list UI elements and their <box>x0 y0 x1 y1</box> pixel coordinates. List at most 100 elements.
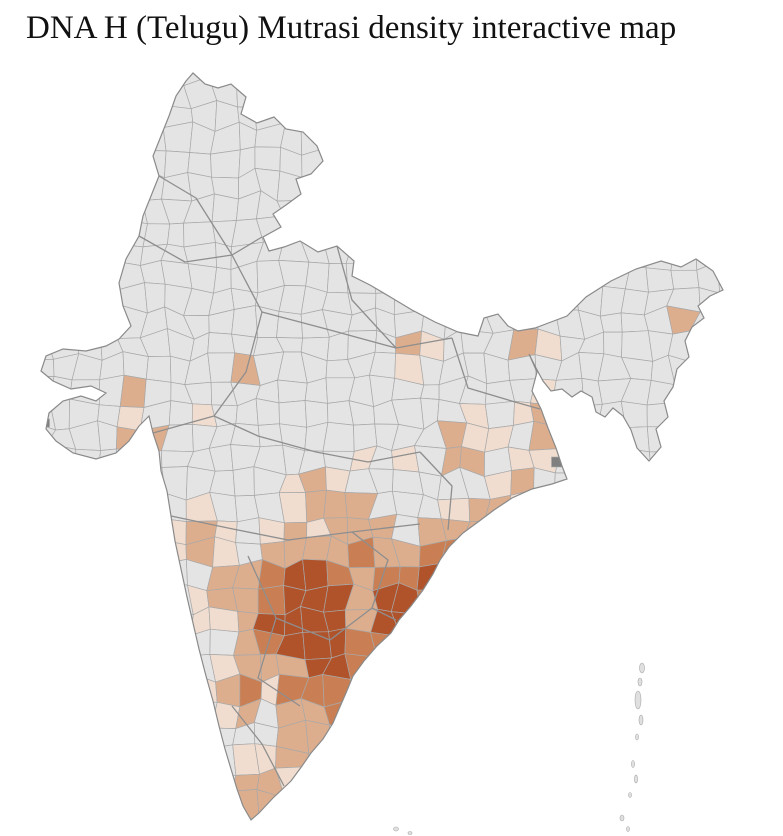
district-cell[interactable] <box>345 262 377 294</box>
district-cell[interactable] <box>575 191 606 225</box>
district-cell[interactable] <box>255 398 280 426</box>
district-cell[interactable] <box>484 517 514 537</box>
district-cell[interactable] <box>190 792 214 822</box>
district-cell[interactable] <box>484 213 512 246</box>
district-cell[interactable] <box>117 469 146 501</box>
district-cell[interactable] <box>551 405 585 429</box>
district-cell[interactable] <box>599 490 628 524</box>
district-cell[interactable] <box>528 560 558 586</box>
district-cell[interactable] <box>531 767 563 797</box>
district-cell[interactable] <box>254 146 281 172</box>
district-cell[interactable] <box>718 374 745 409</box>
district-cell[interactable] <box>23 336 54 361</box>
district-cell[interactable] <box>75 448 101 475</box>
district-cell[interactable] <box>579 605 606 634</box>
district-cell[interactable] <box>47 265 79 292</box>
district-cell[interactable] <box>648 791 671 820</box>
district-cell[interactable] <box>305 489 327 523</box>
district-cell[interactable] <box>419 795 443 821</box>
district-cell[interactable] <box>691 771 717 800</box>
district-cell[interactable] <box>47 790 79 820</box>
district-cell[interactable] <box>531 675 553 707</box>
district-cell[interactable] <box>531 262 559 291</box>
district-cell[interactable] <box>99 812 120 836</box>
district-cell[interactable] <box>322 421 355 452</box>
district-cell[interactable] <box>720 101 741 130</box>
district-cell[interactable] <box>305 719 331 754</box>
district-cell[interactable] <box>139 702 172 727</box>
district-cell[interactable] <box>575 171 604 193</box>
district-cell[interactable] <box>68 677 102 708</box>
district-cell[interactable] <box>209 812 235 836</box>
district-cell[interactable] <box>142 223 171 248</box>
district-cell[interactable] <box>254 78 286 110</box>
district-cell[interactable] <box>140 515 170 542</box>
district-cell[interactable] <box>714 587 741 608</box>
district-cell[interactable] <box>690 560 722 589</box>
district-cell[interactable] <box>349 679 377 702</box>
district-cell[interactable] <box>25 472 56 500</box>
island[interactable] <box>634 774 638 784</box>
district-cell[interactable] <box>48 196 79 220</box>
district-cell[interactable] <box>25 170 49 199</box>
district-cell[interactable] <box>302 558 329 592</box>
district-cell[interactable] <box>438 243 462 266</box>
district-cell[interactable] <box>490 154 511 178</box>
district-cell[interactable] <box>92 540 122 562</box>
district-cell[interactable] <box>26 720 54 746</box>
district-cell[interactable] <box>485 795 510 822</box>
district-cell[interactable] <box>713 677 743 706</box>
district-cell[interactable] <box>484 400 515 429</box>
district-cell[interactable] <box>714 634 745 660</box>
district-cell[interactable] <box>460 676 487 699</box>
district-cell[interactable] <box>691 150 720 178</box>
district-cell[interactable] <box>461 561 492 592</box>
district-cell[interactable] <box>77 261 99 292</box>
district-cell[interactable] <box>554 259 584 289</box>
district-cell[interactable] <box>49 700 73 729</box>
district-cell[interactable] <box>440 195 468 220</box>
district-cell[interactable] <box>690 374 722 407</box>
district-cell[interactable] <box>75 308 101 337</box>
district-cell[interactable] <box>420 699 448 725</box>
district-cell[interactable] <box>689 515 721 546</box>
district-cell[interactable] <box>460 657 488 680</box>
district-cell[interactable] <box>138 561 172 592</box>
district-cell[interactable] <box>207 332 236 354</box>
district-cell[interactable] <box>371 150 393 176</box>
district-cell[interactable] <box>508 148 539 179</box>
district-cell[interactable] <box>602 675 632 706</box>
district-cell[interactable] <box>529 793 560 821</box>
district-cell[interactable] <box>345 149 374 173</box>
district-cell[interactable] <box>418 57 446 84</box>
district-cell[interactable] <box>602 121 626 152</box>
district-cell[interactable] <box>118 582 149 611</box>
district-cell[interactable] <box>137 55 167 85</box>
district-cell[interactable] <box>602 819 627 836</box>
district-cell[interactable] <box>166 749 193 773</box>
district-cell[interactable] <box>69 100 96 124</box>
district-cell[interactable] <box>116 167 146 202</box>
district-cell[interactable] <box>624 216 651 238</box>
district-cell[interactable] <box>508 76 537 107</box>
district-cell[interactable] <box>597 423 631 450</box>
district-cell[interactable] <box>713 700 737 726</box>
district-cell[interactable] <box>252 819 287 836</box>
district-cell[interactable] <box>68 518 99 546</box>
district-cell[interactable] <box>670 538 695 561</box>
district-cell[interactable] <box>46 145 77 172</box>
district-cell[interactable] <box>691 742 719 777</box>
district-cell[interactable] <box>95 191 121 221</box>
district-cell[interactable] <box>507 516 540 542</box>
district-cell[interactable] <box>371 171 396 202</box>
district-cell[interactable] <box>300 122 332 156</box>
district-cell[interactable] <box>161 610 194 636</box>
district-cell[interactable] <box>484 237 516 269</box>
district-cell[interactable] <box>459 122 491 156</box>
district-cell[interactable] <box>119 374 147 408</box>
district-cell[interactable] <box>533 467 556 495</box>
district-cell[interactable] <box>119 219 148 248</box>
district-cell[interactable] <box>300 101 332 125</box>
district-cell[interactable] <box>675 177 701 198</box>
district-cell[interactable] <box>69 493 100 521</box>
